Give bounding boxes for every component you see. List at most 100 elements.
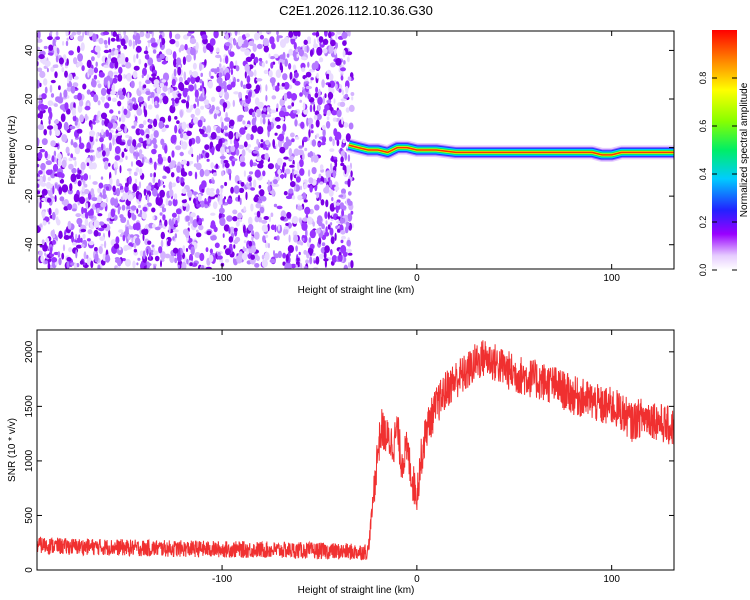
noise-speckle bbox=[145, 133, 150, 139]
noise-speckle bbox=[238, 114, 244, 119]
noise-speckle bbox=[289, 156, 295, 160]
noise-speckle bbox=[256, 78, 263, 82]
noise-speckle bbox=[172, 98, 175, 108]
noise-speckle bbox=[101, 128, 104, 136]
noise-speckle bbox=[220, 203, 223, 212]
noise-speckle bbox=[205, 266, 212, 269]
noise-speckle bbox=[248, 176, 252, 182]
noise-speckle bbox=[193, 103, 197, 109]
noise-speckle bbox=[46, 181, 52, 189]
noise-speckle bbox=[144, 228, 149, 235]
noise-speckle bbox=[123, 245, 128, 252]
noise-speckle bbox=[97, 213, 103, 217]
noise-speckle bbox=[187, 221, 191, 226]
noise-speckle bbox=[72, 242, 77, 246]
noise-speckle bbox=[197, 98, 199, 108]
noise-speckle bbox=[216, 126, 222, 134]
noise-speckle bbox=[295, 245, 298, 252]
noise-speckle bbox=[148, 31, 153, 34]
noise-speckle bbox=[211, 235, 217, 241]
noise-speckle bbox=[141, 74, 144, 79]
noise-speckle bbox=[280, 216, 285, 221]
noise-speckle bbox=[56, 171, 64, 178]
noise-speckle bbox=[116, 246, 124, 256]
noise-speckle bbox=[233, 244, 236, 249]
noise-speckle bbox=[198, 98, 205, 102]
noise-speckle bbox=[187, 150, 192, 155]
noise-speckle bbox=[326, 116, 330, 121]
noise-speckle bbox=[77, 169, 82, 175]
noise-speckle bbox=[245, 83, 252, 90]
noise-speckle bbox=[350, 260, 354, 269]
noise-speckle bbox=[215, 106, 220, 111]
noise-speckle bbox=[267, 124, 272, 132]
noise-speckle bbox=[70, 85, 76, 94]
noise-speckle bbox=[209, 188, 215, 192]
noise-speckle bbox=[79, 136, 82, 145]
noise-speckle bbox=[150, 133, 154, 141]
noise-speckle bbox=[300, 121, 305, 129]
noise-speckle bbox=[336, 109, 342, 118]
noise-speckle bbox=[125, 134, 130, 138]
noise-speckle bbox=[86, 238, 91, 242]
noise-speckle bbox=[127, 193, 134, 202]
noise-speckle bbox=[312, 266, 319, 269]
noise-speckle bbox=[276, 31, 279, 36]
noise-speckle bbox=[160, 239, 164, 248]
noise-speckle bbox=[336, 199, 341, 204]
spectrum-y-ticks: -40 -20 0 20 40 bbox=[24, 44, 674, 252]
noise-speckle bbox=[255, 202, 262, 209]
noise-speckle bbox=[190, 104, 194, 111]
noise-speckle bbox=[338, 88, 342, 93]
noise-speckle bbox=[66, 37, 69, 41]
noise-speckle bbox=[235, 220, 240, 227]
noise-speckle bbox=[237, 212, 243, 219]
noise-speckle bbox=[335, 33, 338, 40]
noise-speckle bbox=[141, 229, 146, 235]
noise-speckle bbox=[151, 223, 156, 229]
noise-speckle bbox=[286, 211, 292, 219]
noise-speckle bbox=[303, 249, 308, 255]
noise-speckle bbox=[321, 135, 327, 144]
noise-speckle bbox=[114, 49, 119, 56]
noise-speckle bbox=[88, 162, 95, 170]
noise-speckle bbox=[98, 71, 105, 78]
noise-speckle bbox=[279, 174, 285, 179]
noise-speckle bbox=[292, 64, 297, 71]
noise-speckle bbox=[213, 31, 219, 39]
noise-speckle bbox=[343, 264, 349, 269]
noise-speckle bbox=[318, 253, 325, 259]
noise-speckle bbox=[138, 204, 141, 209]
noise-speckle bbox=[153, 161, 157, 171]
noise-speckle bbox=[179, 109, 183, 118]
noise-speckle bbox=[81, 206, 84, 215]
noise-speckle bbox=[120, 189, 125, 193]
noise-speckle bbox=[230, 145, 236, 153]
noise-speckle bbox=[75, 213, 81, 218]
noise-speckle bbox=[205, 152, 210, 159]
noise-speckle bbox=[215, 163, 219, 169]
noise-speckle bbox=[157, 179, 161, 186]
noise-speckle bbox=[334, 232, 337, 241]
noise-speckle bbox=[290, 172, 293, 181]
noise-speckle bbox=[249, 181, 252, 187]
noise-speckle bbox=[193, 163, 198, 168]
noise-speckle bbox=[141, 211, 147, 220]
noise-speckle bbox=[186, 130, 192, 137]
noise-speckle bbox=[175, 40, 180, 48]
noise-speckle bbox=[254, 169, 261, 178]
noise-speckle bbox=[153, 172, 156, 178]
noise-speckle bbox=[164, 219, 168, 227]
noise-speckle bbox=[44, 252, 47, 256]
noise-speckle bbox=[54, 183, 58, 189]
noise-speckle bbox=[283, 111, 290, 117]
noise-speckle bbox=[340, 193, 347, 200]
noise-speckle bbox=[331, 203, 334, 211]
noise-speckle bbox=[100, 176, 104, 180]
y-tick-label: -40 bbox=[24, 237, 35, 252]
noise-speckle bbox=[146, 31, 149, 34]
noise-speckle bbox=[232, 99, 235, 108]
noise-speckle bbox=[350, 92, 355, 96]
noise-speckle bbox=[124, 185, 129, 193]
noise-speckle bbox=[190, 246, 195, 256]
